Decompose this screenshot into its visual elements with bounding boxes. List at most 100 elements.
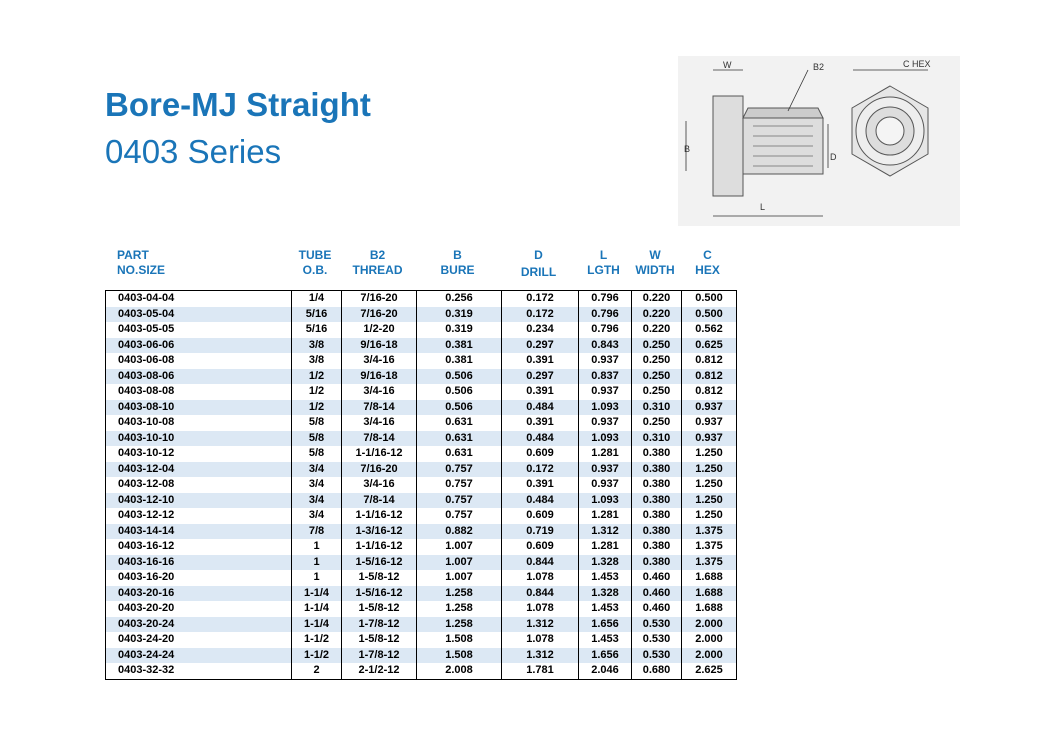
- label-b: B: [684, 144, 690, 154]
- table-cell: 1.007: [416, 539, 502, 555]
- label-b2: B2: [813, 62, 824, 72]
- table-cell: 3/4: [291, 477, 342, 493]
- table-cell: 0.172: [501, 290, 579, 307]
- table-cell: 0403-16-12: [118, 540, 175, 553]
- table-row: 0403-05-04 5/16 7/16-20 0.319 0.172 0.796 0.22…: [105, 306, 737, 322]
- label-d: D: [830, 152, 837, 162]
- table-row: 0403-04-04 1/4 7/16-20 0.256 0.172 0.796 0.220…: [106, 290, 737, 307]
- table-cell: 0.460: [631, 570, 682, 586]
- table-cell: 1-5/8-12: [341, 632, 417, 648]
- table-cell: 2.008: [416, 663, 502, 679]
- table-cell: 1.093: [578, 430, 632, 446]
- table-cell: 0.380: [631, 477, 682, 493]
- column-header: WIDTH: [635, 263, 675, 277]
- table-cell: 0.719: [501, 523, 579, 539]
- table-cell: 0.812: [681, 384, 737, 400]
- diagram: W B2 C HEX B D L: [678, 56, 960, 226]
- table-cell: 0.796: [578, 322, 632, 338]
- table-cell: 0.506: [416, 384, 502, 400]
- table-cell: 0.391: [501, 477, 579, 493]
- table-cell: 1-7/8-12: [341, 647, 417, 663]
- table-cell: 0403-20-20: [118, 602, 175, 615]
- table-cell: 5/16: [291, 306, 342, 322]
- table-cell: 0.220: [631, 306, 682, 322]
- table-cell: 1-1/4: [291, 601, 342, 617]
- table-cell: 7/8-14: [341, 430, 417, 446]
- table-cell: 3/4-16: [341, 477, 417, 493]
- table-cell: 0403-08-08: [118, 385, 175, 398]
- table-cell: 1.688: [681, 570, 737, 586]
- table-cell: 1/4: [291, 290, 342, 307]
- table-cell: 0.937: [578, 415, 632, 431]
- data-table: 0403-04-04 1/4 7/16-20 0.256 0.172 0.796 0.220…: [105, 290, 737, 680]
- table-cell: 0403-12-12: [118, 509, 175, 522]
- table-cell: 0403-12-08: [118, 478, 175, 491]
- table-cell: 1.250: [681, 477, 737, 493]
- table-cell: 7/16-20: [341, 306, 417, 322]
- table-cell: 0.319: [416, 306, 502, 322]
- table-cell: 2.000: [681, 647, 737, 663]
- table-cell: 1.375: [681, 539, 737, 555]
- table-cell: 0.391: [501, 384, 579, 400]
- table-cell: 1.453: [578, 601, 632, 617]
- table-cell: 0.609: [501, 539, 579, 555]
- table-cell: 1.093: [578, 399, 632, 415]
- table-cell: 0.506: [416, 399, 502, 415]
- table-cell: 7/16-20: [341, 461, 417, 477]
- table-cell: 0.625: [681, 337, 737, 353]
- table-cell: 0403-24-24: [105, 647, 292, 663]
- table-cell: 3/4: [291, 492, 342, 508]
- table-cell: 0.796: [578, 290, 632, 307]
- table-row: 0403-14-14 7/8 1-3/16-12 0.882 0.719 1.312 0.3…: [105, 523, 737, 539]
- title: Bore-MJ Straight: [105, 86, 371, 123]
- table-cell: 0.530: [631, 632, 682, 648]
- table-cell: 0403-14-14: [105, 523, 292, 539]
- table-cell: 1/2-20: [341, 322, 417, 338]
- table-cell: 0.234: [501, 322, 579, 338]
- table-cell: 3/4-16: [341, 384, 417, 400]
- table-row: 0403-12-04 3/4 7/16-20 0.757 0.172 0.937 0.380…: [105, 461, 737, 477]
- table-cell: 0.609: [501, 508, 579, 524]
- column-header: O.B.: [302, 263, 328, 277]
- table-cell: 1.007: [416, 554, 502, 570]
- table-cell: 0.484: [501, 430, 579, 446]
- table-cell: 0403-32-32: [118, 664, 175, 677]
- table-row: 0403-10-12 5/8 1-1/16-12 0.631 0.609 1.281 0.3…: [106, 446, 737, 462]
- table-cell: 0403-10-08: [118, 416, 175, 429]
- table-cell: 3/4-16: [341, 415, 417, 431]
- table-row: 0403-16-16 1 1-5/16-12 1.007 0.844 1.328 0.380…: [105, 554, 737, 570]
- column-header: W: [649, 248, 661, 262]
- table-cell: 0.631: [416, 415, 502, 431]
- table-cell: 2: [291, 663, 342, 679]
- table-cell: 0.484: [501, 492, 579, 508]
- table-cell: 1/2: [291, 368, 342, 384]
- table-cell: 1.508: [416, 647, 502, 663]
- table-cell: 0.380: [631, 554, 682, 570]
- table-cell: 0.500: [681, 306, 737, 322]
- table-cell: 1-1/16-12: [341, 446, 417, 462]
- table-cell: 1.258: [416, 616, 502, 632]
- table-cell: 1-1/2: [291, 647, 342, 663]
- table-cell: 0403-16-20: [118, 571, 175, 584]
- table-row: 0403-20-16 1-1/4 1-5/16-12 1.258 0.844 1.328 0…: [105, 585, 737, 601]
- table-cell: 7/8-14: [341, 492, 417, 508]
- column-header: LGTH: [587, 263, 620, 277]
- table-cell: 1.281: [578, 539, 632, 555]
- table-cell: 1.250: [681, 508, 737, 524]
- table-cell: 1-5/16-12: [341, 554, 417, 570]
- table-cell: 1.078: [501, 601, 579, 617]
- column-header: NO.SIZE: [117, 263, 166, 277]
- table-row: 0403-08-10 1/2 7/8-14 0.506 0.484 1.093 0.310 0…: [105, 399, 737, 415]
- table-cell: 1: [291, 570, 342, 586]
- table-cell: 0.381: [416, 337, 502, 353]
- table-cell: 0.256: [416, 290, 502, 307]
- table-cell: 0.844: [501, 585, 579, 601]
- table-cell: 0.812: [681, 353, 737, 369]
- table-row: 0403-32-32 2 2-1/2-12 2.008 1.781 2.046 0.680 2…: [106, 663, 737, 679]
- table-cell: 1.656: [578, 616, 632, 632]
- table-cell: 0.310: [631, 399, 682, 415]
- table-cell: 9/16-18: [341, 337, 417, 353]
- column-header: D: [534, 248, 543, 262]
- table-cell: 0403-08-10: [105, 399, 292, 415]
